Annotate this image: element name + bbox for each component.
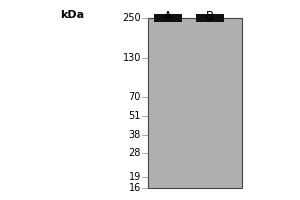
Text: 130: 130 — [123, 53, 141, 63]
Text: 19: 19 — [129, 172, 141, 182]
Text: kDa: kDa — [60, 10, 84, 20]
Bar — [196, 14, 224, 22]
Text: 28: 28 — [129, 148, 141, 158]
Text: B: B — [206, 10, 214, 23]
Bar — [148, 18, 242, 188]
Text: 250: 250 — [122, 13, 141, 23]
Text: 16: 16 — [129, 183, 141, 193]
Text: 51: 51 — [129, 111, 141, 121]
Bar — [154, 14, 182, 22]
Text: 70: 70 — [129, 92, 141, 102]
Text: A: A — [164, 10, 172, 23]
Text: 38: 38 — [129, 130, 141, 140]
